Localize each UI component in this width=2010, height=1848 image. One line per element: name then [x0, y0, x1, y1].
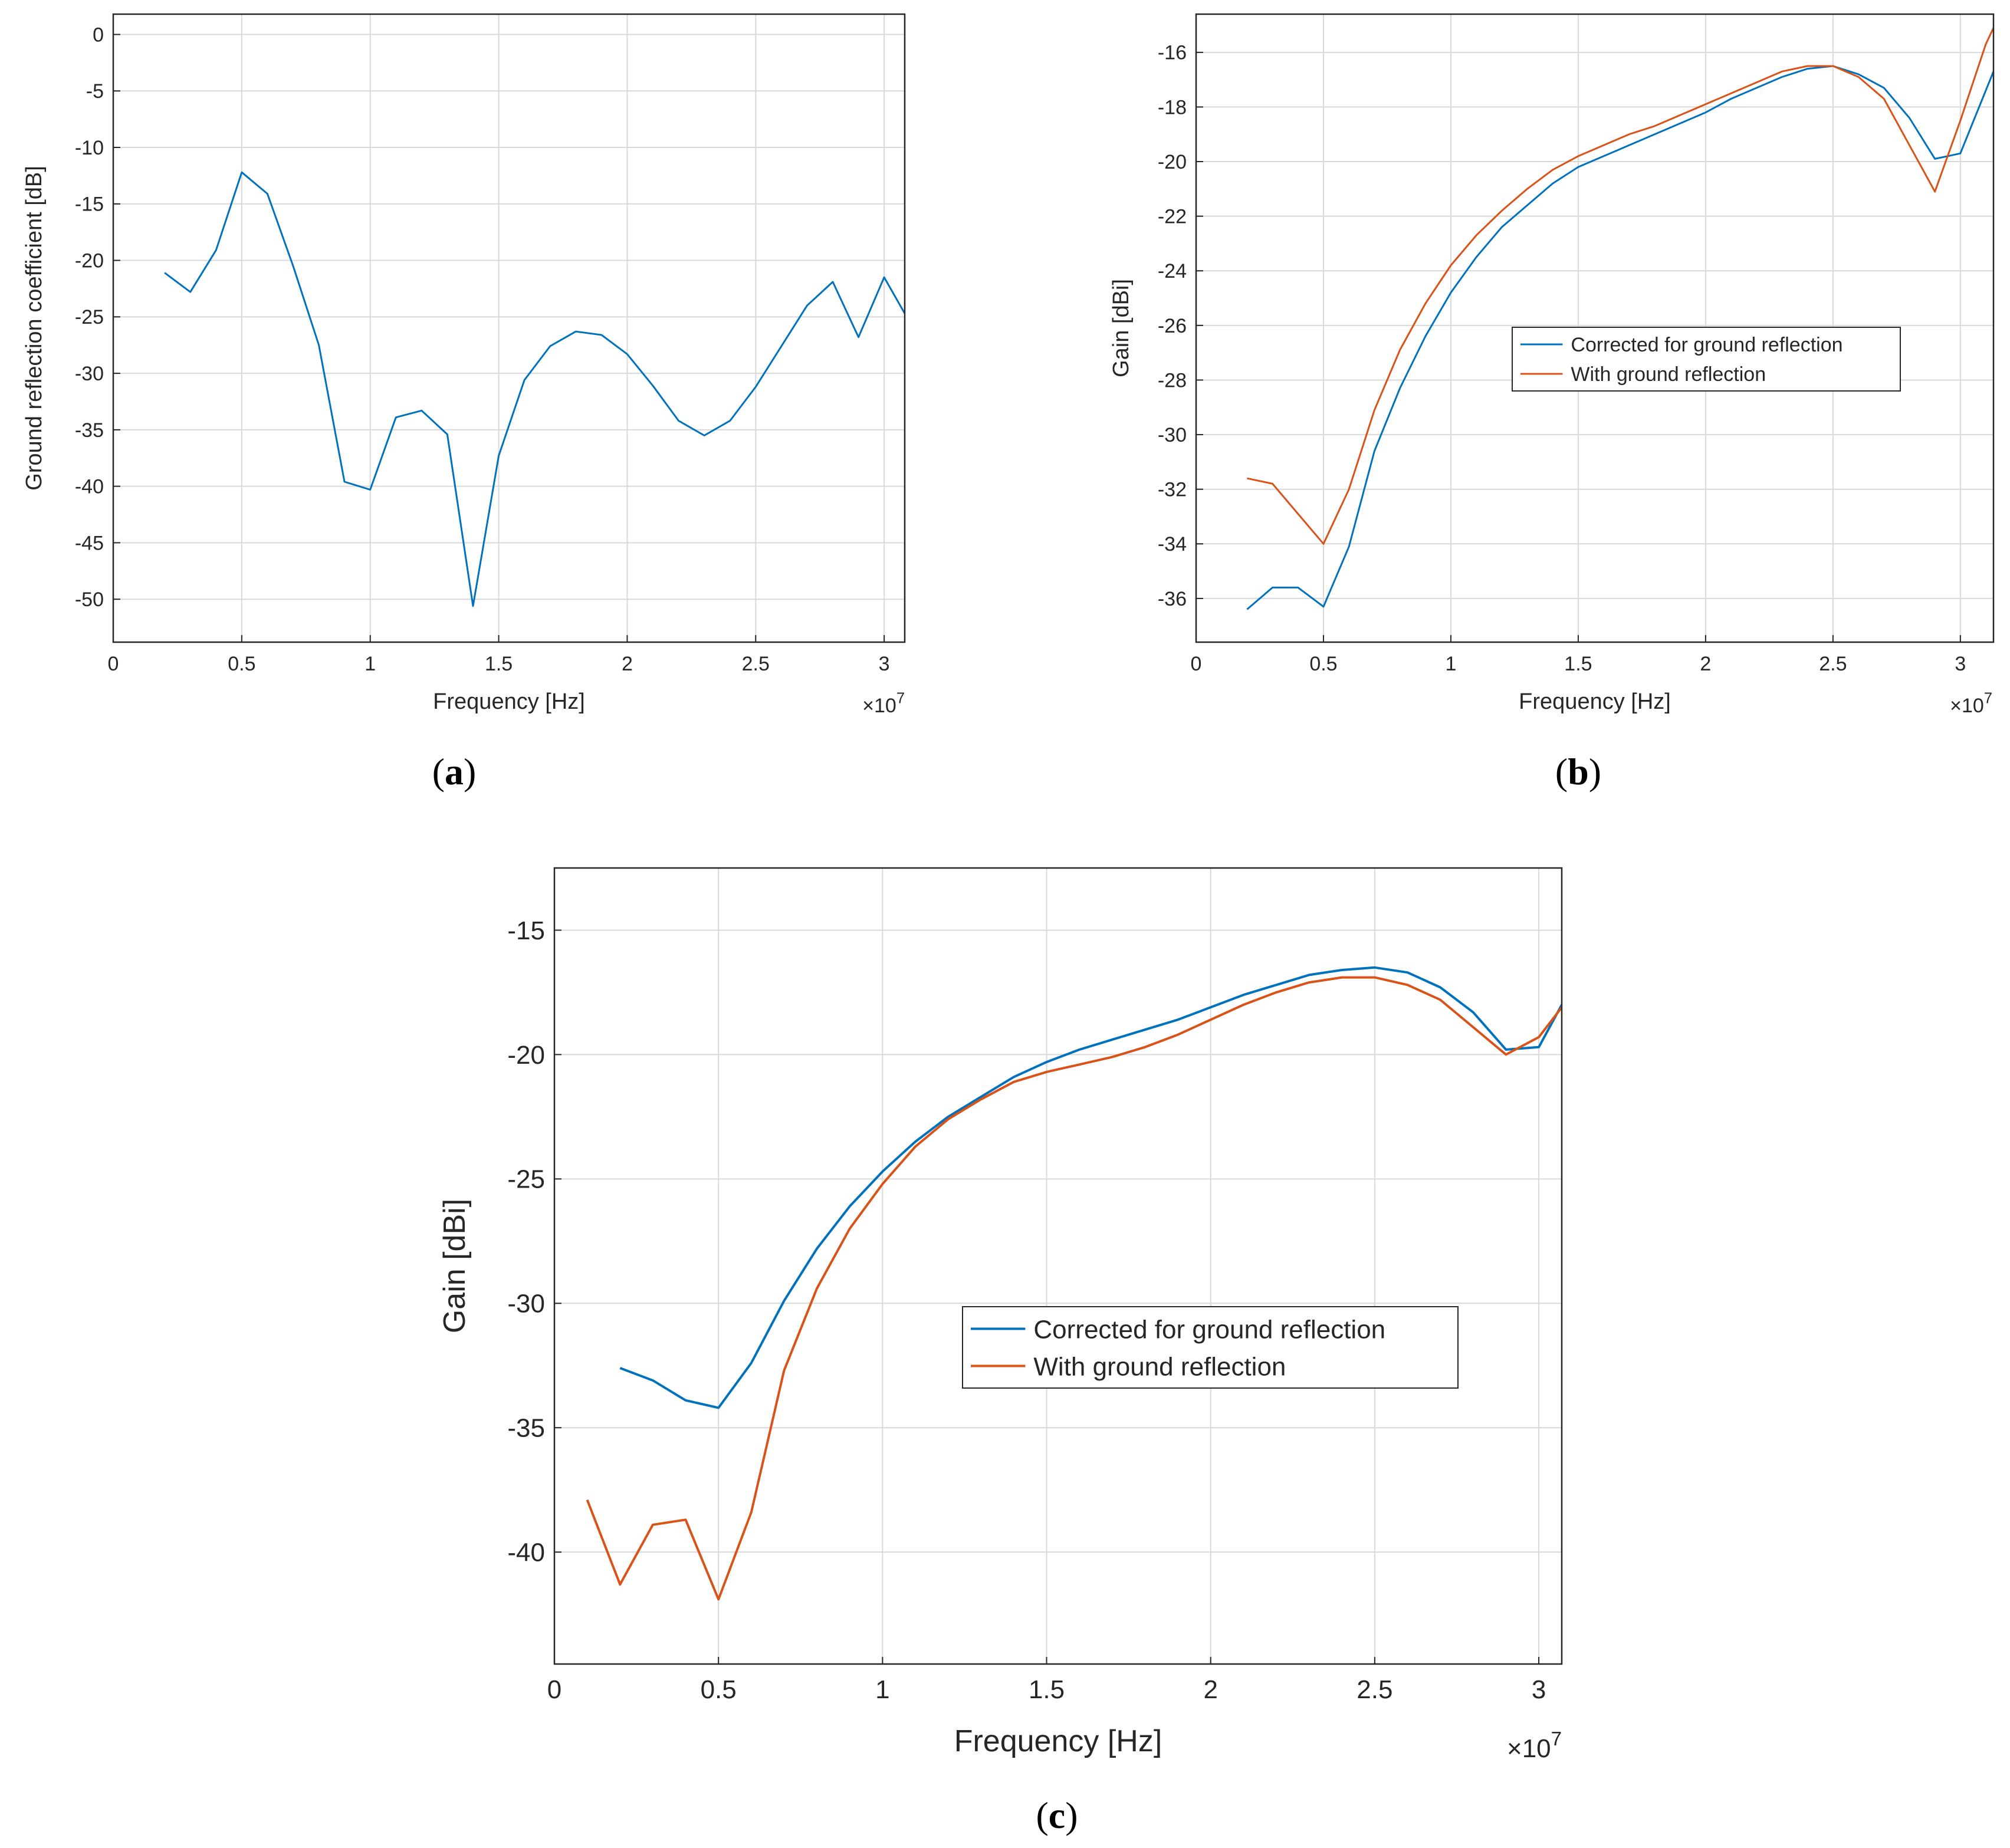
y-tick-label: -30: [1158, 424, 1187, 446]
y-tick-label: -40: [75, 476, 104, 498]
x-exponent-label: ×107: [1507, 1728, 1562, 1763]
x-tick-label: 2: [622, 653, 633, 675]
y-tick-label: -35: [75, 419, 104, 442]
x-tick-label: 1: [364, 653, 376, 675]
y-tick-label: -10: [75, 137, 104, 159]
x-tick-label: 1.5: [485, 653, 513, 675]
y-tick-label: -20: [1158, 151, 1187, 173]
y-tick-label: -34: [1158, 533, 1187, 555]
x-tick-label: 2.5: [742, 653, 770, 675]
y-tick-label: 0: [93, 24, 104, 46]
plot-area: [113, 14, 905, 642]
x-tick-label: 1: [1445, 653, 1456, 675]
y-tick-label: -16: [1158, 42, 1187, 64]
y-tick-label: -20: [75, 249, 104, 272]
x-tick-label: 3: [1955, 653, 1966, 675]
x-tick-label: 2.5: [1357, 1675, 1392, 1704]
x-tick-label: 2.5: [1819, 653, 1847, 675]
y-tick-label: -5: [86, 80, 104, 103]
y-tick-label: -24: [1158, 260, 1187, 282]
axes-box: [1195, 13, 1995, 643]
y-tick-label: -18: [1158, 96, 1187, 119]
axes-box: [553, 867, 1563, 1665]
legend-box: [1512, 327, 1901, 392]
legend-entry-label: With ground reflection: [1571, 363, 1766, 386]
y-tick-label: -15: [507, 916, 545, 945]
y-tick-label: -30: [507, 1290, 545, 1318]
chart-b: 0 0.5 1 1.5 2 2.5 3 -16 -18 -20 -22 -24 -26 -28 -30 -32…: [1109, 13, 1995, 793]
x-tick-label: 0.5: [228, 653, 255, 675]
panel-label: (a): [432, 751, 477, 793]
y-axis-label: Gain [dBi]: [1109, 279, 1134, 377]
legend-entry-label: With ground reflection: [1033, 1352, 1286, 1381]
x-tick-label: 1: [875, 1675, 889, 1704]
x-tick-label: 0: [108, 653, 119, 675]
x-tick-label: 2: [1700, 653, 1711, 675]
legend: Corrected for ground reflection With grou…: [962, 1306, 1459, 1389]
x-tick-label: 3: [1532, 1675, 1546, 1704]
y-tick-label: -25: [507, 1165, 545, 1194]
y-tick-label: -15: [75, 193, 104, 216]
y-tick-label: -26: [1158, 315, 1187, 337]
y-tick-label: -32: [1158, 479, 1187, 501]
y-tick-label: -22: [1158, 206, 1187, 228]
legend-box: [962, 1306, 1459, 1389]
x-tick-label: 2: [1203, 1675, 1217, 1704]
series-line-1: [619, 966, 1562, 1409]
y-tick-label: -45: [75, 532, 104, 554]
legend-entry-label: Corrected for ground reflection: [1033, 1315, 1385, 1344]
x-tick-label: 3: [879, 653, 890, 675]
panel-label: (c): [1036, 1794, 1078, 1836]
x-axis-label: Frequency [Hz]: [954, 1724, 1162, 1758]
chart-c: 0 0.5 1 1.5 2 2.5 3 -15 -20 -25 -30 -35 -40 Frequency…: [438, 867, 1563, 1836]
y-tick-label: -50: [75, 588, 104, 611]
plot-area: [554, 868, 1562, 1664]
y-tick-label: -36: [1158, 588, 1187, 610]
series-line-2: [586, 976, 1562, 1601]
y-tick-label: -28: [1158, 369, 1187, 392]
chart-a: 0 0.5 1 1.5 2 2.5 3 0 -5 -10 -15 -20 -25 -30 -35 -40 -45…: [22, 13, 906, 793]
x-tick-label: 1.5: [1029, 1675, 1065, 1704]
series-line-1: [1246, 65, 1993, 610]
axes-box: [112, 13, 906, 643]
x-tick-label: 0: [547, 1675, 561, 1704]
x-axis-label: Frequency [Hz]: [1519, 689, 1671, 714]
y-axis-label: Ground reflection coefficient [dB]: [22, 166, 47, 491]
x-axis-label: Frequency [Hz]: [433, 689, 585, 714]
y-tick-label: -40: [507, 1538, 545, 1567]
y-axis-label: Gain [dBi]: [438, 1199, 472, 1333]
x-exponent-label: ×107: [1950, 690, 1992, 717]
y-tick-label: -25: [75, 306, 104, 328]
x-tick-label: 0.5: [1309, 653, 1337, 675]
x-tick-label: 0: [1191, 653, 1202, 675]
series-line-2: [1247, 27, 1993, 545]
x-exponent-label: ×107: [862, 690, 905, 717]
x-tick-label: 1.5: [1564, 653, 1592, 675]
legend-entry-label: Corrected for ground reflection: [1571, 334, 1843, 356]
y-tick-label: -30: [75, 363, 104, 385]
x-tick-label: 0.5: [701, 1675, 737, 1704]
panel-label: (b): [1555, 751, 1601, 793]
series-line-1: [164, 171, 905, 607]
y-tick-label: -20: [507, 1041, 545, 1070]
y-tick-label: -35: [507, 1414, 545, 1443]
legend: Corrected for ground reflection With grou…: [1512, 327, 1901, 392]
